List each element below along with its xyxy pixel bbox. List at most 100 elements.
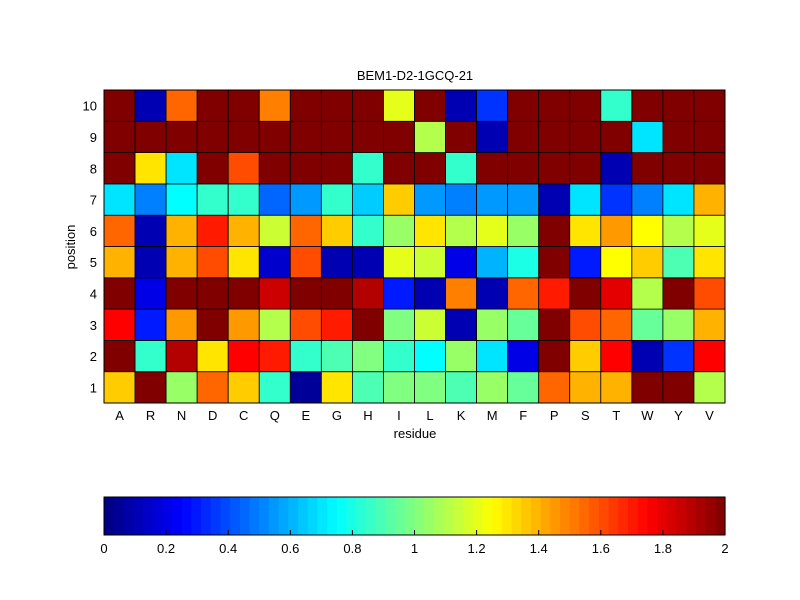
heatmap-cell: [693, 89, 726, 122]
heatmap-cell: [103, 339, 136, 373]
x-tick-label: T: [612, 408, 620, 423]
heatmap-cell: [227, 183, 260, 216]
colorbar-segment: [356, 497, 367, 535]
colorbar-segment: [375, 497, 386, 535]
heatmap-cell: [507, 214, 540, 247]
heatmap-cell: [289, 371, 322, 404]
colorbar-tick-label: 1.4: [530, 541, 548, 556]
heatmap-cell: [600, 371, 633, 404]
heatmap-cell: [414, 339, 446, 373]
heatmap-cell: [134, 308, 167, 341]
y-tick-label: 1: [90, 380, 97, 395]
colorbar-tick-label: 0.8: [343, 541, 361, 556]
colorbar-tick-label: 0.4: [219, 541, 237, 556]
heatmap-cell: [103, 246, 136, 279]
heatmap-cell: [538, 339, 571, 373]
heatmap-cell: [351, 89, 384, 122]
heatmap-cell: [196, 152, 229, 185]
heatmap-cells: [103, 89, 726, 404]
heatmap-cell: [227, 214, 260, 247]
heatmap-cell: [631, 214, 664, 247]
heatmap-cell: [103, 214, 136, 247]
heatmap-cell: [476, 183, 509, 216]
heatmap-cell: [662, 277, 695, 310]
y-tick-label: 7: [90, 193, 97, 208]
heatmap-cell: [414, 89, 446, 122]
y-tick-labels: 1 2 3 4 5 6 7 8 9 10: [83, 99, 97, 396]
colorbar-segment: [492, 497, 503, 535]
heatmap-cell: [662, 152, 695, 185]
y-tick-label: 5: [90, 255, 97, 270]
colorbar-segment: [647, 497, 658, 535]
heatmap-cell: [693, 152, 726, 185]
heatmap-cell: [445, 371, 477, 404]
x-tick-label: K: [457, 408, 466, 423]
heatmap-cell: [383, 183, 415, 216]
heatmap-cell: [631, 152, 664, 185]
colorbar-segment: [395, 497, 406, 535]
heatmap-cell: [351, 214, 384, 247]
heatmap-cell: [538, 120, 571, 154]
heatmap-cell: [507, 120, 540, 154]
heatmap-cell: [538, 371, 571, 404]
heatmap-cell: [227, 308, 260, 341]
heatmap-cell: [351, 339, 384, 373]
colorbar-segment: [443, 497, 454, 535]
heatmap-cell: [662, 339, 695, 373]
colorbar-tick-label: 1: [411, 541, 418, 556]
heatmap-cell: [258, 308, 291, 341]
colorbar-segment: [560, 497, 571, 535]
heatmap-cell: [507, 308, 540, 341]
heatmap-cell: [289, 277, 322, 310]
heatmap-cell: [165, 308, 198, 341]
y-tick-label: 10: [83, 99, 97, 114]
heatmap-cell: [258, 89, 291, 122]
heatmap-cell: [103, 308, 136, 341]
heatmap-cell: [134, 214, 167, 247]
heatmap-cell: [227, 152, 260, 185]
colorbar-tick-label: 0: [100, 541, 107, 556]
colorbar-segment: [657, 497, 668, 535]
heatmap-cell: [320, 183, 353, 216]
colorbar-segment: [666, 497, 678, 535]
colorbar-segment: [171, 497, 183, 535]
heatmap-cell: [569, 152, 602, 185]
x-tick-label: V: [705, 408, 714, 423]
heatmap-cell: [383, 277, 415, 310]
heatmap-cell: [693, 120, 726, 154]
heatmap-cell: [631, 371, 664, 404]
heatmap-cell: [383, 308, 415, 341]
x-tick-label: C: [239, 408, 248, 423]
heatmap-cell: [289, 246, 322, 279]
heatmap-cell: [476, 120, 509, 154]
heatmap-cell: [258, 120, 291, 154]
heatmap-cell: [351, 120, 384, 154]
heatmap-cell: [600, 308, 633, 341]
heatmap-cell: [320, 89, 353, 122]
colorbar-segment: [463, 497, 474, 535]
heatmap-cell: [165, 89, 198, 122]
heatmap-cell: [569, 308, 602, 341]
heatmap-cell: [134, 183, 167, 216]
heatmap-cell: [445, 152, 477, 185]
heatmap-cell: [507, 152, 540, 185]
x-tick-label: S: [581, 408, 590, 423]
heatmap-cell: [134, 152, 167, 185]
heatmap-cell: [569, 183, 602, 216]
colorbar-segment: [365, 497, 377, 535]
heatmap-cell: [414, 308, 446, 341]
heatmap-cell: [351, 152, 384, 185]
colorbar-segment: [530, 497, 542, 535]
y-tick-label: 8: [90, 161, 97, 176]
heatmap-cell: [320, 246, 353, 279]
heatmap-cell: [569, 246, 602, 279]
colorbar-segment: [259, 497, 270, 535]
heatmap-cell: [662, 308, 695, 341]
colorbar-segment: [511, 497, 522, 535]
heatmap-cell: [320, 214, 353, 247]
heatmap-cell: [662, 214, 695, 247]
heatmap-cell: [445, 214, 477, 247]
x-tick-label: Q: [270, 408, 280, 423]
heatmap-cell: [134, 89, 167, 122]
heatmap-cell: [507, 371, 540, 404]
